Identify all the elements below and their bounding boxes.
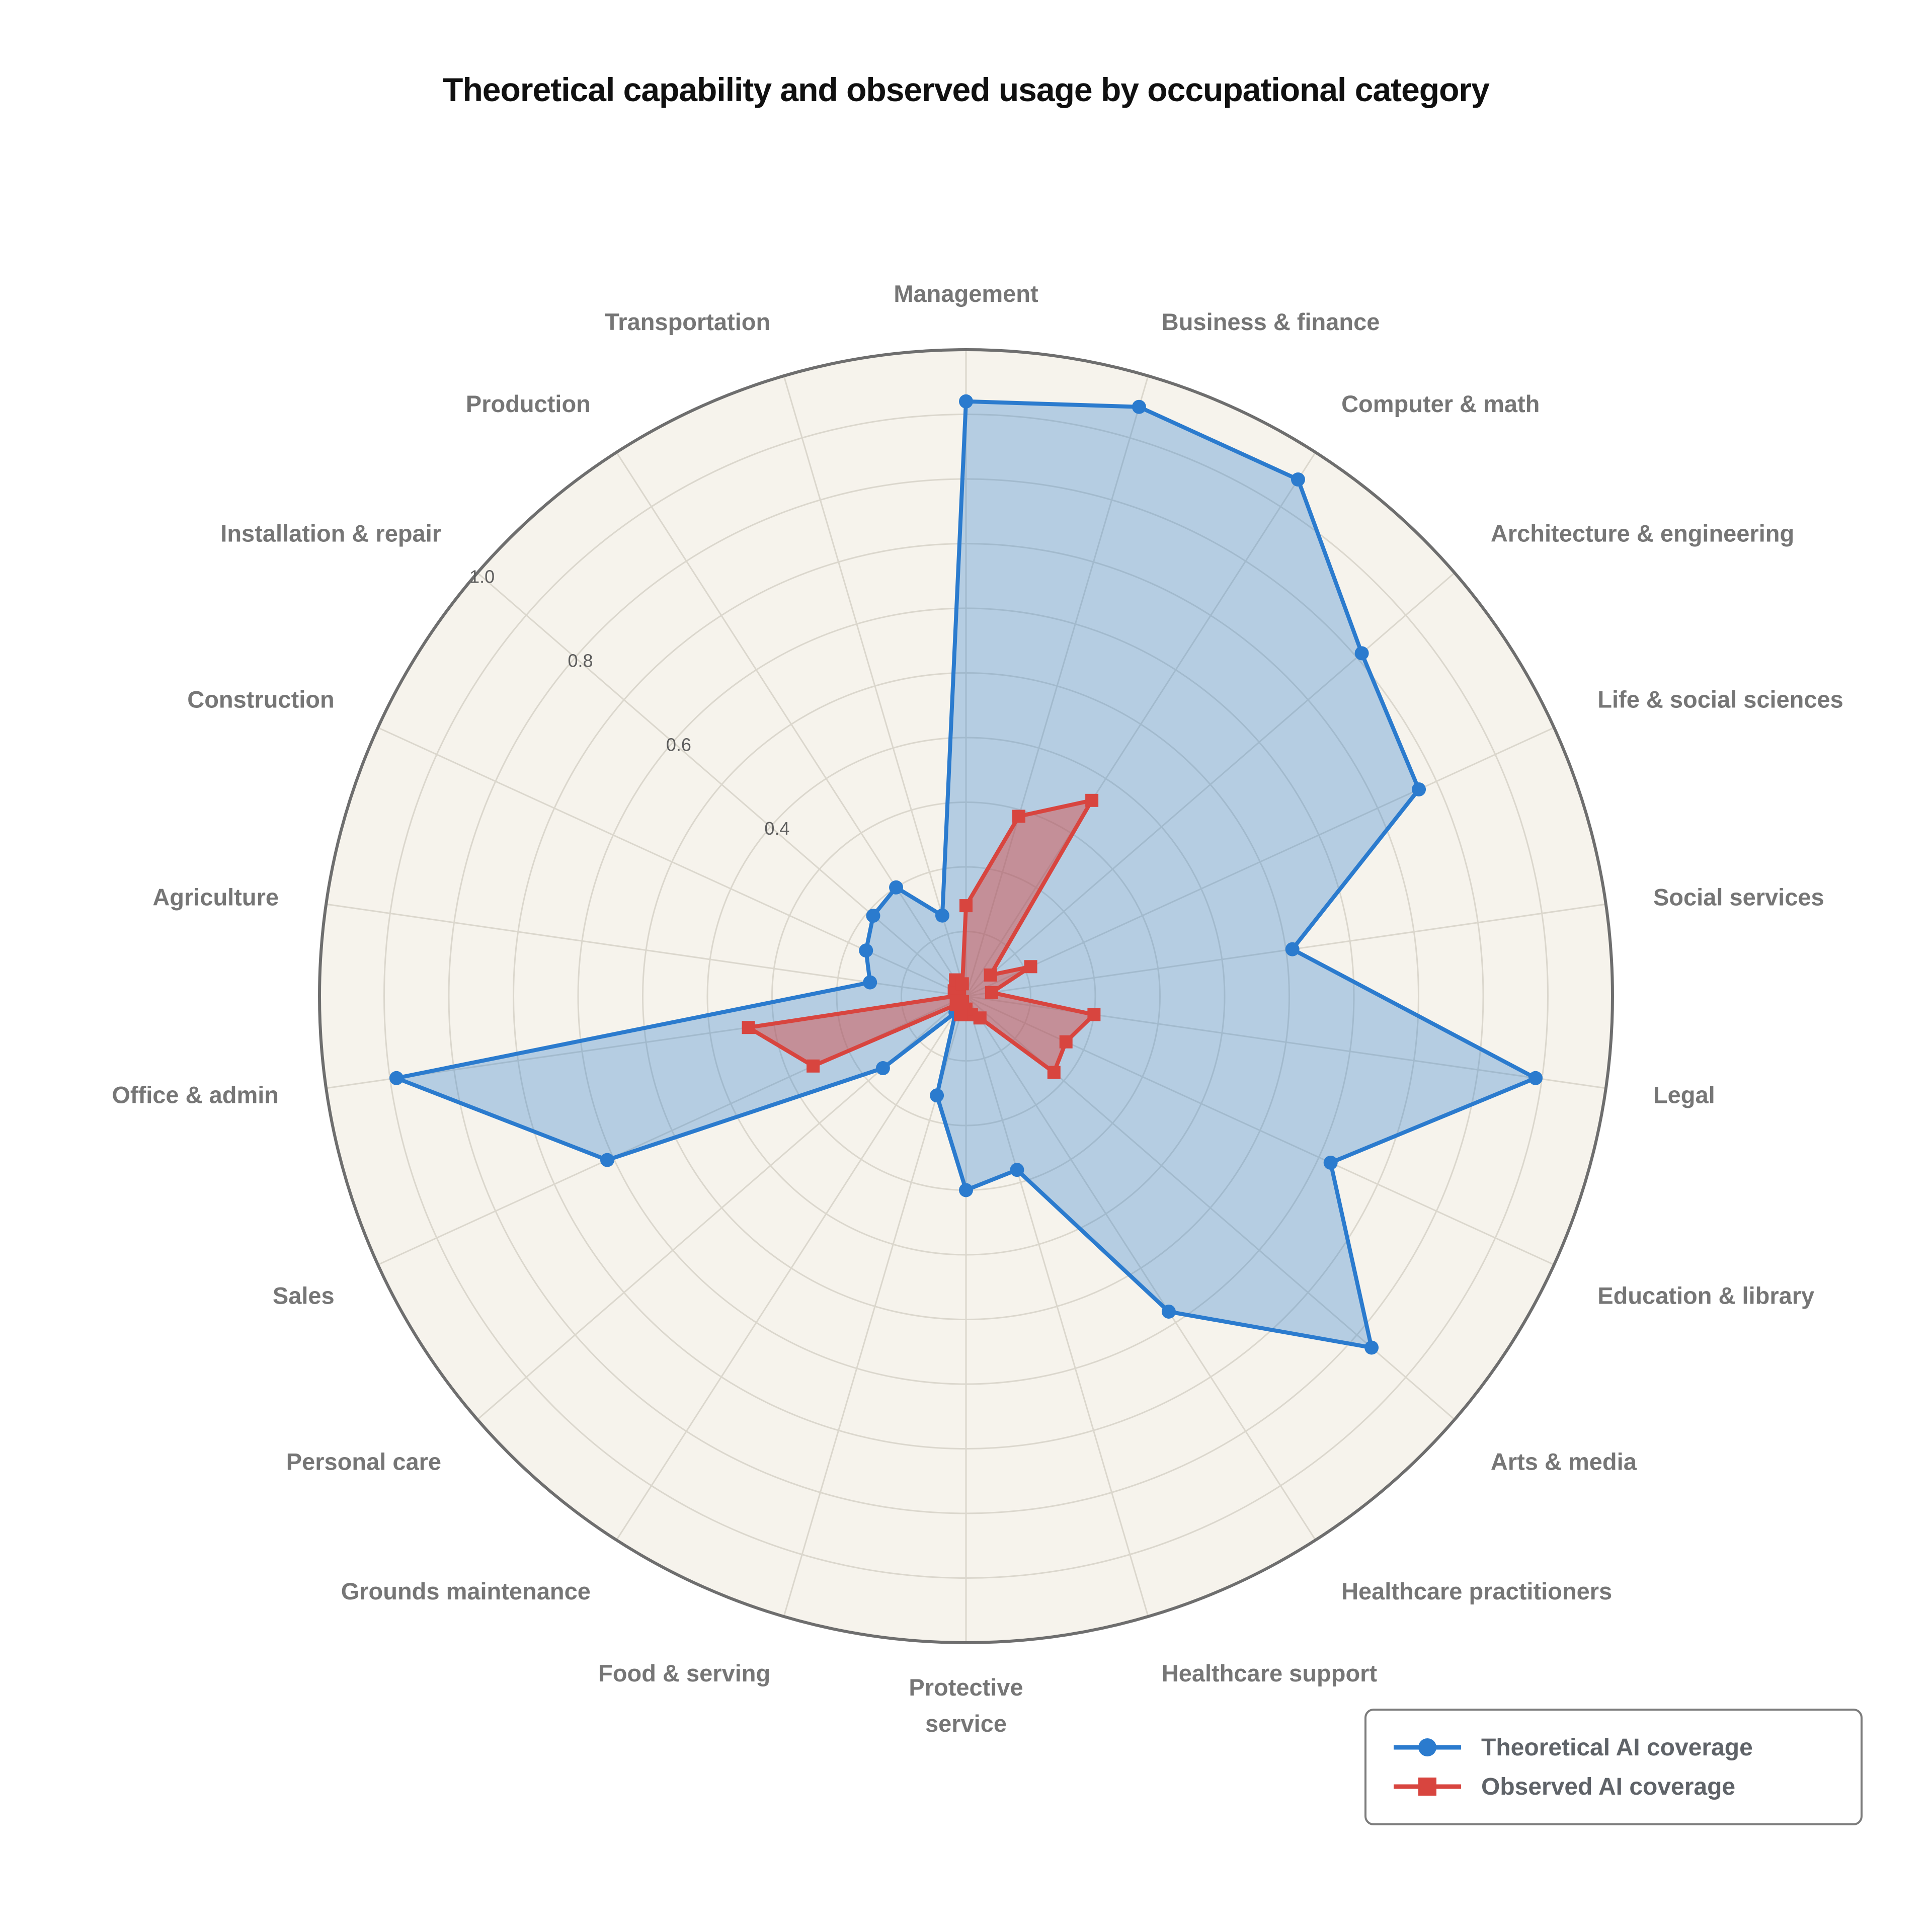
grid-spoke — [616, 452, 967, 997]
category-label: Office & admin — [112, 1081, 279, 1108]
legend-label-observed: Observed AI coverage — [1481, 1773, 1736, 1800]
observed-data-point — [1085, 793, 1099, 807]
observed-data-point — [955, 977, 969, 991]
observed-data-point — [984, 968, 997, 982]
line-square-marker-icon — [1394, 1778, 1461, 1796]
theoretical-data-point — [600, 1153, 614, 1167]
radial-tick-label: 0.4 — [764, 818, 789, 839]
observed-data-point — [1024, 960, 1037, 974]
outer-ring — [318, 348, 1614, 1644]
category-label: Transportation — [605, 308, 770, 335]
legend: Theoretical AI coverage Observed AI cove… — [1364, 1709, 1863, 1825]
theoretical-data-point — [935, 908, 949, 923]
category-label: Construction — [187, 686, 334, 713]
chart-title: Theoretical capability and observed usag… — [443, 71, 1490, 108]
theoretical-data-point — [1412, 782, 1426, 796]
radial-tick-label: 0.6 — [666, 734, 691, 755]
grid-spoke — [965, 996, 1316, 1541]
theoretical-data-point — [863, 975, 877, 990]
category-label: Agriculture — [152, 884, 279, 911]
category-label: Computer & math — [1341, 390, 1540, 417]
observed-series-fill — [748, 800, 1094, 1073]
observed-data-point — [959, 899, 973, 913]
category-label: Grounds maintenance — [341, 1578, 591, 1604]
grid-spoke — [783, 375, 967, 997]
grid-spoke — [965, 996, 1149, 1617]
theoretical-data-point — [389, 1071, 404, 1085]
line-circle-marker-icon — [1394, 1738, 1461, 1756]
theoretical-data-point — [1132, 399, 1146, 414]
observed-data-point — [742, 1021, 755, 1034]
grid-spoke — [616, 996, 967, 1541]
radial-tick-label: 1.0 — [469, 566, 495, 587]
theoretical-data-point — [959, 394, 973, 409]
radial-tick-label: 0.8 — [568, 650, 593, 671]
category-label: Healthcare support — [1162, 1660, 1378, 1686]
theoretical-data-point — [1354, 646, 1369, 661]
theoretical-data-point — [1528, 1071, 1543, 1085]
observed-data-point — [1012, 810, 1025, 823]
category-label: Architecture & engineering — [1491, 520, 1794, 546]
category-label: Business & finance — [1162, 308, 1380, 335]
category-label: Sales — [273, 1282, 335, 1309]
category-label: Social services — [1653, 884, 1824, 911]
legend-item-theoretical: Theoretical AI coverage — [1390, 1731, 1837, 1763]
theoretical-data-point — [866, 909, 880, 923]
legend-item-observed: Observed AI coverage — [1390, 1770, 1837, 1803]
grid-spoke — [965, 727, 1555, 997]
category-label: Healthcare practitioners — [1341, 1578, 1612, 1604]
legend-label-theoretical: Theoretical AI coverage — [1481, 1734, 1753, 1761]
grid-spoke — [965, 375, 1149, 997]
theoretical-data-point — [1010, 1163, 1024, 1177]
observed-data-point — [1059, 1035, 1073, 1049]
theoretical-data-point — [959, 1183, 973, 1197]
theoretical-data-point — [1364, 1340, 1379, 1355]
category-label: Protective service — [909, 1674, 1023, 1737]
theoretical-data-point — [875, 1061, 890, 1076]
grid-spoke — [965, 452, 1316, 997]
observed-data-point — [807, 1059, 820, 1073]
category-label: Installation & repair — [220, 520, 441, 546]
grid-spoke — [326, 903, 967, 997]
theoretical-data-point — [1323, 1155, 1338, 1170]
observed-data-point — [985, 986, 998, 999]
category-label: Management — [894, 280, 1038, 307]
theoretical-data-point — [889, 880, 904, 895]
category-label: Food & serving — [598, 1660, 770, 1686]
category-label: Education & library — [1597, 1282, 1814, 1309]
observed-data-point — [1047, 1066, 1061, 1079]
theoretical-data-point — [859, 943, 873, 958]
category-label: Legal — [1653, 1081, 1715, 1108]
theoretical-series-fill — [396, 401, 1536, 1348]
category-label: Arts & media — [1491, 1448, 1637, 1475]
theoretical-data-point — [1291, 472, 1305, 487]
theoretical-data-point — [930, 1088, 944, 1103]
grid-spoke — [965, 572, 1456, 997]
grid-spoke — [476, 572, 967, 997]
theoretical-data-point — [1161, 1304, 1176, 1319]
category-label: Life & social sciences — [1597, 686, 1843, 713]
theoretical-data-point — [1285, 942, 1300, 956]
category-label: Personal care — [286, 1448, 441, 1475]
observed-data-point — [1087, 1008, 1101, 1021]
category-label: Production — [466, 390, 591, 417]
